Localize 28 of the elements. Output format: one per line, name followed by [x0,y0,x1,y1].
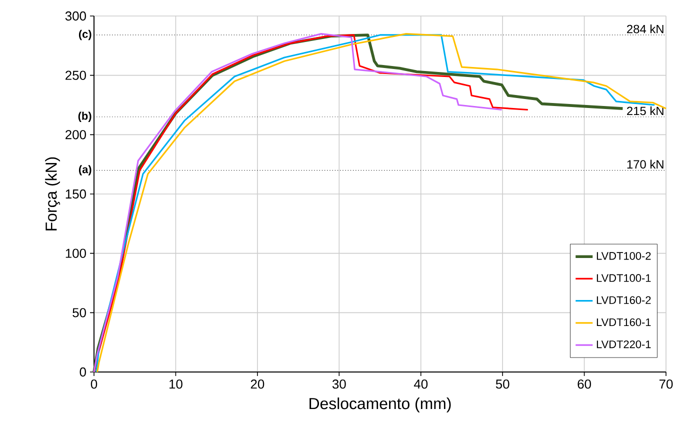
x-tick-label: 0 [90,380,98,389]
legend-label: LVDT100-2 [596,252,651,260]
y-tick-label: 150 [66,189,86,199]
legend-label: LVDT220-1 [596,340,651,348]
x-tick-label: 20 [250,380,264,389]
y-tick-label: 100 [66,248,86,258]
x-tick-label: 70 [659,380,673,389]
x-tick-label: 40 [414,380,428,389]
legend-label: LVDT100-1 [596,274,651,282]
text: (c) [78,30,92,40]
y-tick-label: 200 [66,130,86,140]
x-axis-title: Deslocamento (mm) [310,398,451,412]
x-tick-label: 60 [578,380,591,389]
y-axis-title: Força (kN) [45,157,60,230]
ref-line-label: 170 kN [627,160,664,169]
text: (b) [78,112,92,122]
ref-line-label: 215 kN [627,106,664,116]
y-tick-label: 0 [80,367,86,377]
legend-label: LVDT160-2 [596,296,651,304]
x-tick-label: 30 [332,380,346,389]
y-tick-label: 50 [72,308,86,318]
y-tick-label: 250 [66,70,86,80]
ref-line-label: 284 kN [627,24,664,34]
legend-label: LVDT160-1 [596,318,651,326]
y-tick-label: 300 [65,11,86,21]
x-tick-label: 10 [169,380,182,389]
x-tick-label: 50 [496,380,510,389]
text: (a) [78,165,92,176]
